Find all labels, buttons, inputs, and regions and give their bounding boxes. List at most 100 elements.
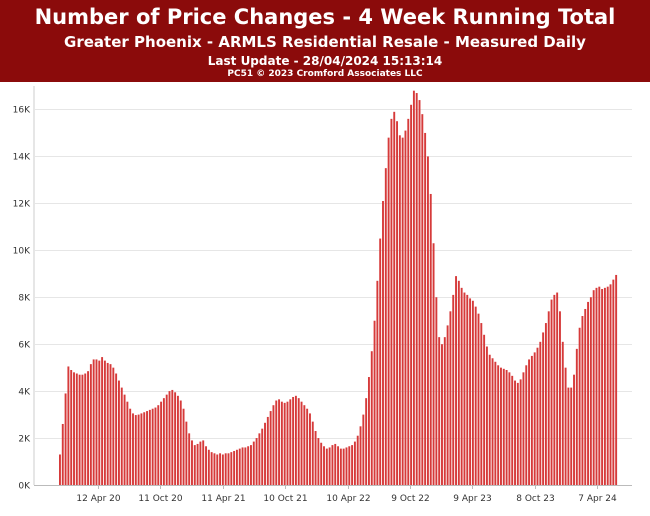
last-update-text: Last Update - 28/04/2024 15:13:14 [207, 54, 443, 68]
bar [398, 135, 401, 485]
bar [81, 374, 84, 485]
bar [92, 359, 95, 485]
bar [365, 398, 368, 485]
bar [615, 274, 618, 485]
bar [564, 367, 567, 485]
bar [210, 452, 213, 485]
bar [73, 372, 75, 485]
bar [185, 421, 188, 485]
bar [567, 387, 570, 485]
bar [424, 132, 427, 485]
bar [396, 121, 398, 486]
bar [598, 286, 601, 485]
bar [457, 280, 460, 485]
bar [367, 377, 370, 485]
y-tick-label: 16K [13, 106, 31, 116]
bar [289, 399, 292, 485]
bar [362, 414, 365, 485]
bar [230, 452, 233, 485]
bar [348, 446, 351, 485]
bar [373, 320, 376, 485]
bar [269, 411, 272, 485]
bar [294, 395, 297, 485]
bar [191, 440, 193, 485]
bar [511, 375, 514, 485]
bar [171, 389, 174, 485]
bar [446, 325, 449, 485]
bar [219, 453, 222, 485]
bar [157, 405, 160, 485]
bar [505, 369, 508, 485]
bar [353, 441, 356, 485]
bar [550, 299, 553, 485]
bar [266, 416, 269, 485]
x-tick-label: 12 Apr 20 [76, 494, 120, 504]
bar [112, 367, 115, 485]
bar [508, 372, 511, 485]
bar [78, 374, 81, 485]
bar [471, 300, 474, 485]
bar [502, 368, 505, 485]
bar [89, 364, 92, 485]
x-tick-label: 10 Apr 22 [326, 494, 370, 504]
bar [469, 298, 472, 485]
bar [129, 408, 132, 485]
bar [370, 351, 373, 485]
bar [514, 380, 516, 485]
bar [595, 287, 598, 485]
bar [449, 311, 452, 485]
bar [603, 287, 606, 485]
bar [109, 364, 112, 485]
bar [205, 446, 207, 485]
bar [429, 193, 432, 485]
bar [317, 438, 320, 485]
y-tick-label: 10K [13, 247, 31, 257]
bar [387, 137, 390, 485]
bar [612, 279, 615, 485]
bar [250, 445, 252, 485]
bar [443, 337, 446, 485]
bar [233, 450, 236, 485]
bar [570, 387, 573, 485]
bar [311, 421, 314, 485]
bar [556, 292, 559, 485]
x-tick-label: 11 Apr 21 [201, 494, 245, 504]
bar [578, 327, 581, 485]
bar [460, 287, 463, 485]
bar [547, 311, 550, 485]
bar [227, 453, 230, 485]
bar [255, 438, 258, 485]
bar [441, 344, 443, 485]
bar [303, 405, 306, 485]
bar [421, 114, 424, 485]
bar [351, 445, 354, 485]
x-tick-label: 8 Oct 23 [516, 494, 554, 504]
bar [278, 399, 281, 485]
bar [544, 323, 547, 485]
bar [123, 394, 126, 485]
bar [101, 357, 104, 485]
x-tick-label: 9 Oct 22 [391, 494, 429, 504]
bar [162, 398, 165, 485]
bar [452, 294, 455, 485]
bar [592, 290, 595, 485]
bar [148, 409, 151, 485]
bar [193, 445, 196, 485]
bar [275, 400, 278, 485]
bar [64, 393, 67, 485]
x-tick-label: 7 Apr 24 [578, 494, 617, 504]
bar [438, 337, 441, 485]
bar [516, 382, 519, 485]
bar [342, 448, 345, 485]
bar [132, 413, 134, 485]
bar [575, 348, 578, 485]
bar [165, 394, 168, 485]
copyright-text: PC51 © 2023 Cromford Associates LLC [227, 69, 423, 79]
bar [103, 360, 106, 485]
bar [426, 156, 429, 485]
bar [379, 238, 382, 485]
bar [126, 401, 129, 485]
bar [553, 294, 556, 485]
bar [522, 372, 525, 485]
bar [216, 454, 219, 485]
